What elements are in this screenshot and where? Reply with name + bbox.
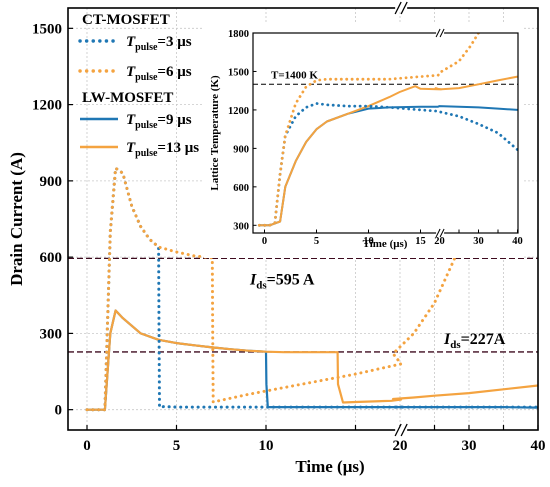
main-break-mark [394, 1, 402, 15]
main-reference-labels: Ids=595 A Ids=227A [249, 271, 506, 351]
inset-plot: T=1400 K 0 5 10 15 20 30 40 300 600 900 1200 1500 1… [204, 22, 524, 258]
main-break-mark [394, 423, 402, 437]
main-y-tick-label: 0 [55, 403, 63, 419]
inset-break-mark [439, 28, 445, 38]
inset-axis-break [435, 28, 445, 238]
inset-y-tick-label: 300 [233, 221, 249, 232]
inset-series-line-2 [257, 33, 484, 227]
main-y-tick-label: 600 [40, 250, 63, 266]
legend-entry-label: Tpulse=6 μs [126, 64, 192, 83]
main-axis-break [394, 1, 408, 437]
inset-x-axis-label: Time (μs) [363, 238, 408, 250]
inset-reference-label: T=1400 K [271, 69, 318, 81]
main-y-tick-label: 900 [40, 174, 63, 190]
inset-y-tick-label: 1200 [228, 106, 249, 117]
main-y-tick-label: 300 [40, 326, 63, 342]
legend-entry-label: Tpulse=13 μs [126, 140, 199, 159]
inset-x-tick-label: 30 [473, 236, 484, 247]
inset-background [204, 22, 524, 258]
legend-entry-label: Tpulse=9 μs [126, 112, 192, 131]
inset-y-axis-label: Lattice Temperature (K) [209, 75, 221, 191]
main-x-tick-label: 0 [83, 438, 91, 454]
main-reference-label: Ids=227A [443, 331, 506, 351]
main-x-tick-label: 5 [173, 438, 181, 454]
main-break-gap [395, 426, 408, 434]
inset-break-gap [436, 230, 445, 236]
main-y-axis-label: Drain Current (A) [7, 152, 26, 286]
main-series-line-3 [87, 309, 539, 411]
main-y-tick-label: 1200 [32, 98, 62, 114]
main-series [85, 153, 540, 412]
main-break-mark [400, 1, 408, 15]
inset-break-mark [439, 228, 445, 238]
inset-break-mark [435, 228, 441, 238]
main-reference-label: Ids=595 A [249, 271, 315, 291]
main-series-line-4 [87, 309, 539, 411]
inset-x-tick-label: 0 [262, 236, 267, 247]
main-y-ticks: 0 300 600 900 1200 1500 [32, 21, 73, 419]
main-x-tick-label: 40 [531, 438, 546, 454]
inset-x-tick-label: 15 [415, 236, 426, 247]
main-x-tick-label: 20 [393, 438, 408, 454]
main-x-tick-label: 10 [259, 438, 274, 454]
main-break-gap [395, 4, 408, 12]
main-break-mark [400, 423, 408, 437]
inset-series [257, 33, 518, 227]
inset-series-line-4 [259, 75, 518, 227]
inset-plot-frame [252, 32, 519, 234]
inset-x-tick-label: 40 [512, 236, 523, 247]
main-series-line-1 [85, 166, 540, 412]
inset-x-tick-label: 10 [363, 236, 374, 247]
inset-x-ticks: 0 5 10 15 20 30 40 [262, 229, 523, 247]
inset-y-tick-label: 600 [233, 183, 249, 194]
main-plot-frame [67, 7, 539, 431]
inset-x-tick-label: 20 [434, 236, 445, 247]
inset-break-gap [436, 30, 445, 36]
inset-y-tick-label: 900 [233, 144, 249, 155]
legend-group-label: CT-MOSFET [82, 12, 170, 28]
main-series-line-2 [85, 153, 478, 412]
main-x-tick-label: 30 [462, 438, 477, 454]
inset-y-tick-label: 1500 [228, 67, 249, 78]
main-x-axis-label: Time (μs) [295, 457, 364, 476]
inset-break-mark [435, 28, 441, 38]
inset-y-tick-label: 1800 [228, 29, 249, 40]
legend-group-label: LW-MOSFET [82, 90, 173, 106]
main-legend: CT-MOSFET Tpulse=3 μs Tpulse=6 μs LW-MOSFET… [78, 12, 199, 159]
main-y-tick-label: 1500 [32, 21, 62, 37]
inset-y-ticks: 300 600 900 1200 1500 1800 [228, 29, 257, 232]
inset-x-tick-label: 5 [314, 236, 319, 247]
legend-entry-label: Tpulse=3 μs [126, 34, 192, 53]
